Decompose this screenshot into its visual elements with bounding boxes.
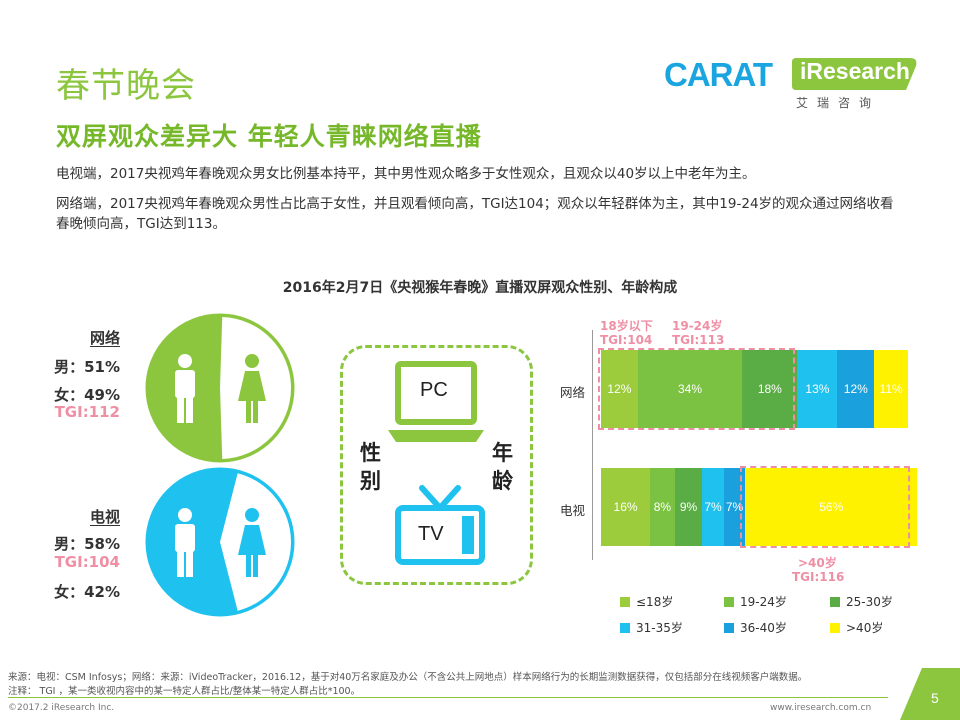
- age-char-2: 龄: [492, 469, 513, 493]
- legend-item: 36-40岁: [724, 619, 787, 636]
- male-icon: [175, 354, 195, 423]
- site-url: www.iresearch.com.cn: [770, 703, 872, 713]
- iresearch-logo-cn: 艾瑞咨询: [796, 96, 881, 110]
- bar-segment: 11%: [874, 350, 908, 428]
- tv-label: 电视: [89, 508, 120, 526]
- network-male-value: 男：51%: [54, 358, 120, 376]
- age-char-1: 年: [492, 441, 513, 465]
- annotation-over40-tgi: TGI:116: [792, 570, 845, 584]
- device-box: [340, 345, 533, 585]
- bar-segment: 13%: [797, 350, 838, 428]
- bar-segment: 8%: [650, 468, 675, 546]
- tv-icon: [395, 485, 485, 565]
- network-gender-pie: [145, 313, 295, 463]
- gender-char-2: 别: [360, 469, 381, 493]
- bar-segment: 12%: [837, 350, 875, 428]
- bar-segment: 18%: [742, 350, 798, 428]
- annotation-over40: >40岁: [798, 556, 837, 570]
- legend-swatch: [724, 622, 734, 633]
- bar-segment: 34%: [637, 350, 743, 428]
- page-subtitle: 双屏观众差异大 年轻人青睐网络直播: [56, 122, 482, 151]
- legend-label: 25-30岁: [846, 595, 893, 609]
- legend-label: >40岁: [846, 621, 884, 635]
- annotation-under18: 18岁以下: [600, 319, 653, 333]
- legend-label: ≤18岁: [636, 595, 674, 609]
- legend-swatch: [620, 622, 630, 633]
- legend-swatch: [724, 596, 734, 607]
- pc-label: PC: [420, 379, 448, 401]
- legend-swatch: [620, 596, 630, 607]
- tv-tgi: TGI:104: [54, 553, 120, 571]
- legend-swatch: [830, 622, 840, 633]
- legend-item: 31-35岁: [620, 619, 683, 636]
- bar-segment: 16%: [601, 468, 651, 546]
- tv-female-value: 女：42%: [54, 583, 120, 601]
- network-female-value: 女：49%: [54, 386, 120, 404]
- copyright: ©2017.2 iResearch Inc.: [8, 703, 115, 713]
- summary-paragraph-network: 网络端，2017央视鸡年春晚观众男性占比高于女性，并且观看倾向高，TGI达104…: [56, 196, 894, 232]
- highlight-over40: [740, 466, 910, 548]
- laptop-icon: [388, 361, 484, 442]
- summary-paragraph-tv: 电视端，2017央视鸡年春晚观众男女比例基本持平，其中男性观众略多于女性观众，且…: [56, 166, 756, 182]
- tv-male-value: 男：58%: [54, 535, 120, 553]
- carat-logo: CARAT: [664, 56, 773, 93]
- bar-category-tv: 电视: [560, 503, 586, 518]
- legend-label: 19-24岁: [740, 595, 787, 609]
- annotation-under18-tgi: TGI:104: [600, 333, 653, 347]
- page-number: 5: [931, 690, 939, 706]
- iresearch-logo-text: iResearch: [800, 58, 910, 84]
- legend-item: ≤18岁: [620, 593, 673, 610]
- chart-title: 2016年2月7日《央视猴年春晚》直播双屏观众性别、年龄构成: [282, 280, 678, 296]
- legend-item: 25-30岁: [830, 593, 893, 610]
- footer-divider: [8, 697, 888, 698]
- bar-segment: 7%: [723, 468, 746, 546]
- network-label: 网络: [89, 329, 120, 347]
- tv-device-label: TV: [418, 523, 444, 545]
- female-icon: [238, 354, 266, 423]
- highlight-young: [598, 348, 795, 430]
- bar-segment: 56%: [745, 468, 918, 546]
- annotation-19-24: 19-24岁: [672, 319, 723, 333]
- bar-segment: 12%: [601, 350, 638, 428]
- legend-swatch: [830, 596, 840, 607]
- tgi-note: 注释： TGI ，某一类收视内容中的某一特定人群占比/整体某一特定人群占比*10…: [8, 686, 361, 697]
- page-corner: [900, 668, 960, 720]
- female-icon: [238, 508, 266, 577]
- male-icon: [175, 508, 195, 577]
- bar-segment: 9%: [674, 468, 703, 546]
- network-tgi: TGI:112: [54, 403, 120, 421]
- legend-label: 36-40岁: [740, 621, 787, 635]
- bar-segment: 7%: [702, 468, 724, 546]
- legend-label: 31-35岁: [636, 621, 683, 635]
- page-title: 春节晚会: [56, 66, 196, 106]
- legend-item: >40岁: [830, 619, 883, 636]
- legend-item: 19-24岁: [724, 593, 787, 610]
- tv-gender-pie: [145, 467, 295, 617]
- gender-char-1: 性: [360, 441, 381, 465]
- bar-axis: [592, 330, 593, 560]
- iresearch-logo: [792, 58, 917, 90]
- annotation-19-24-tgi: TGI:113: [672, 333, 725, 347]
- bar-category-network: 网络: [560, 385, 586, 400]
- source-note: 来源：电视：CSM Infosys；网络：来源：iVideoTracker，20…: [8, 672, 808, 683]
